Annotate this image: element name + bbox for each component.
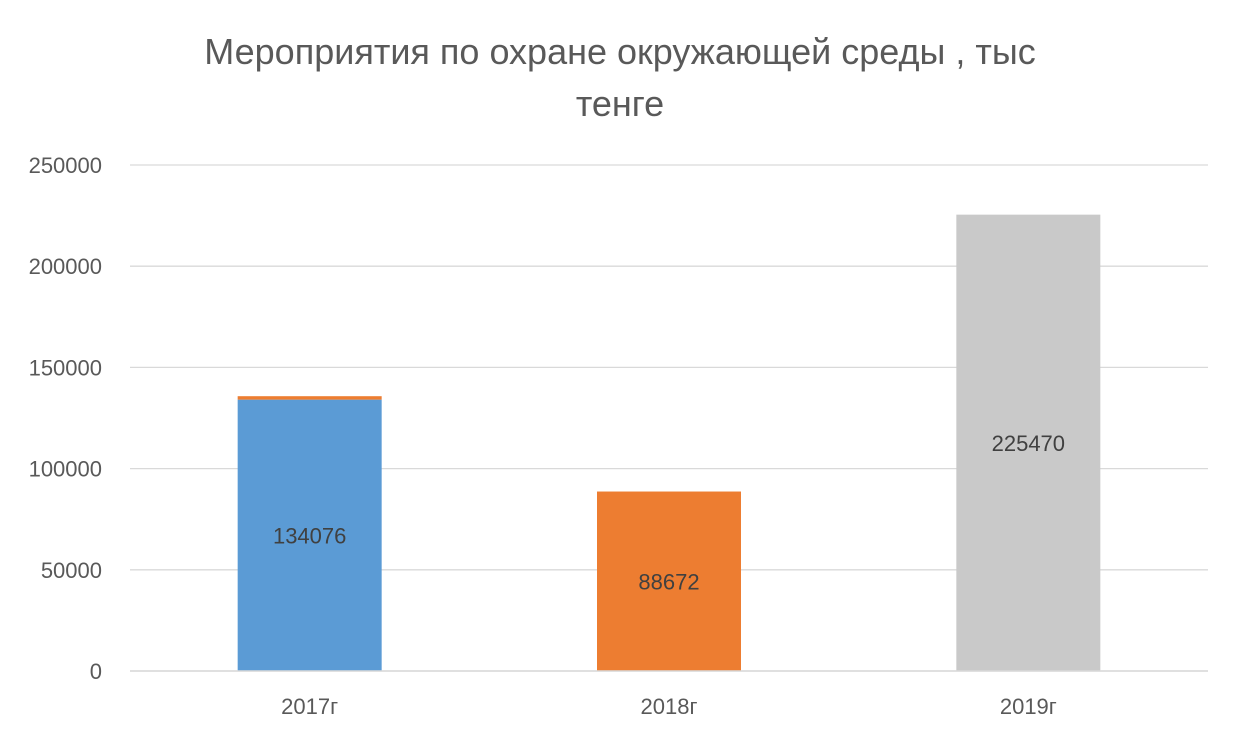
data-label-2018г: 88672 (638, 569, 699, 594)
chart-title-line-2: тенге (575, 83, 665, 124)
y-tick-label-4: 200000 (29, 254, 102, 279)
bar-2019г-series-2 (956, 214, 1101, 671)
data-label-2019г: 225470 (992, 431, 1065, 456)
x-tick-label-0: 2017г (281, 694, 338, 719)
chart-title: Мероприятия по охране окружающей среды ,… (0, 26, 1240, 130)
chart-title-line-1: Мероприятия по охране окружающей среды ,… (204, 31, 1036, 72)
bar-2018г-series-1 (597, 491, 741, 671)
bar-2017г-series-0 (237, 399, 382, 671)
y-tick-label-1: 50000 (41, 558, 102, 583)
y-tick-label-3: 150000 (29, 355, 102, 380)
y-tick-label-2: 100000 (29, 457, 102, 482)
bar-2017г-series-1 (237, 396, 382, 400)
data-label-2017г: 134076 (273, 523, 346, 548)
y-tick-label-5: 250000 (29, 153, 102, 178)
x-tick-label-1: 2018г (641, 694, 698, 719)
x-tick-label-2: 2019г (1000, 694, 1057, 719)
y-tick-label-0: 0 (90, 659, 102, 684)
